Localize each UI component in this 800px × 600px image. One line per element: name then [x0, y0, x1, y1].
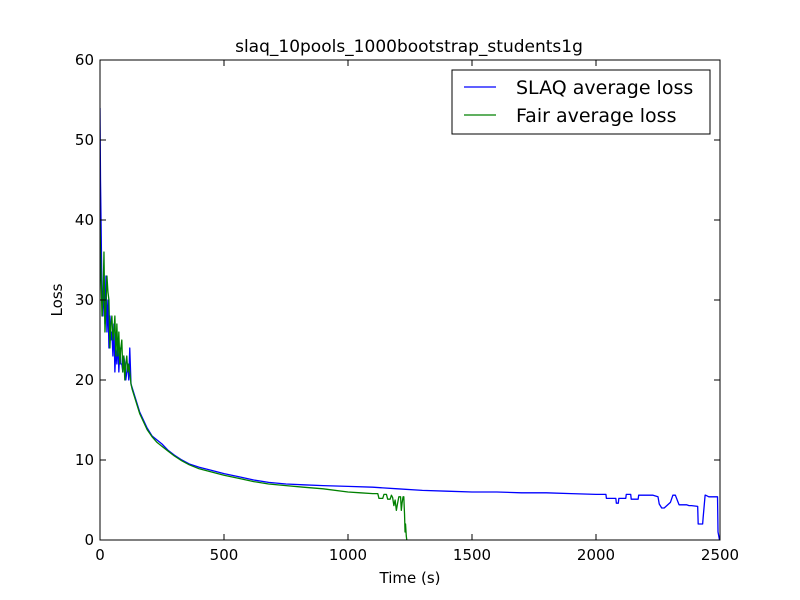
y-tick-label: 60 — [75, 51, 94, 69]
x-tick-label: 1000 — [329, 546, 367, 564]
y-tick-label: 10 — [75, 451, 94, 469]
y-tick-label: 0 — [84, 531, 94, 549]
x-tick-label: 2500 — [701, 546, 739, 564]
series-line-fair — [100, 219, 408, 540]
y-tick-label: 50 — [75, 131, 94, 149]
legend-label-slaq: SLAQ average loss — [516, 77, 693, 99]
y-axis-label: Loss — [48, 283, 66, 316]
x-tick-label: 0 — [95, 546, 105, 564]
chart-legend: SLAQ average loss Fair average loss — [451, 69, 711, 135]
chart-title: slaq_10pools_1000bootstrap_students1g — [235, 37, 583, 57]
legend-box — [451, 69, 711, 135]
series-line-slaq — [100, 107, 720, 540]
x-tick-label: 1500 — [453, 546, 491, 564]
x-tick-label: 2000 — [577, 546, 615, 564]
y-tick-label: 20 — [75, 371, 94, 389]
x-axis-label: Time (s) — [379, 569, 441, 587]
y-tick-label: 30 — [75, 291, 94, 309]
axes-ticks: 0 500 1000 1500 2000 2500 0 10 20 30 40 50 60 — [75, 51, 739, 564]
y-tick-label: 40 — [75, 211, 94, 229]
x-tick-label: 500 — [210, 546, 239, 564]
legend-label-fair: Fair average loss — [516, 105, 676, 127]
